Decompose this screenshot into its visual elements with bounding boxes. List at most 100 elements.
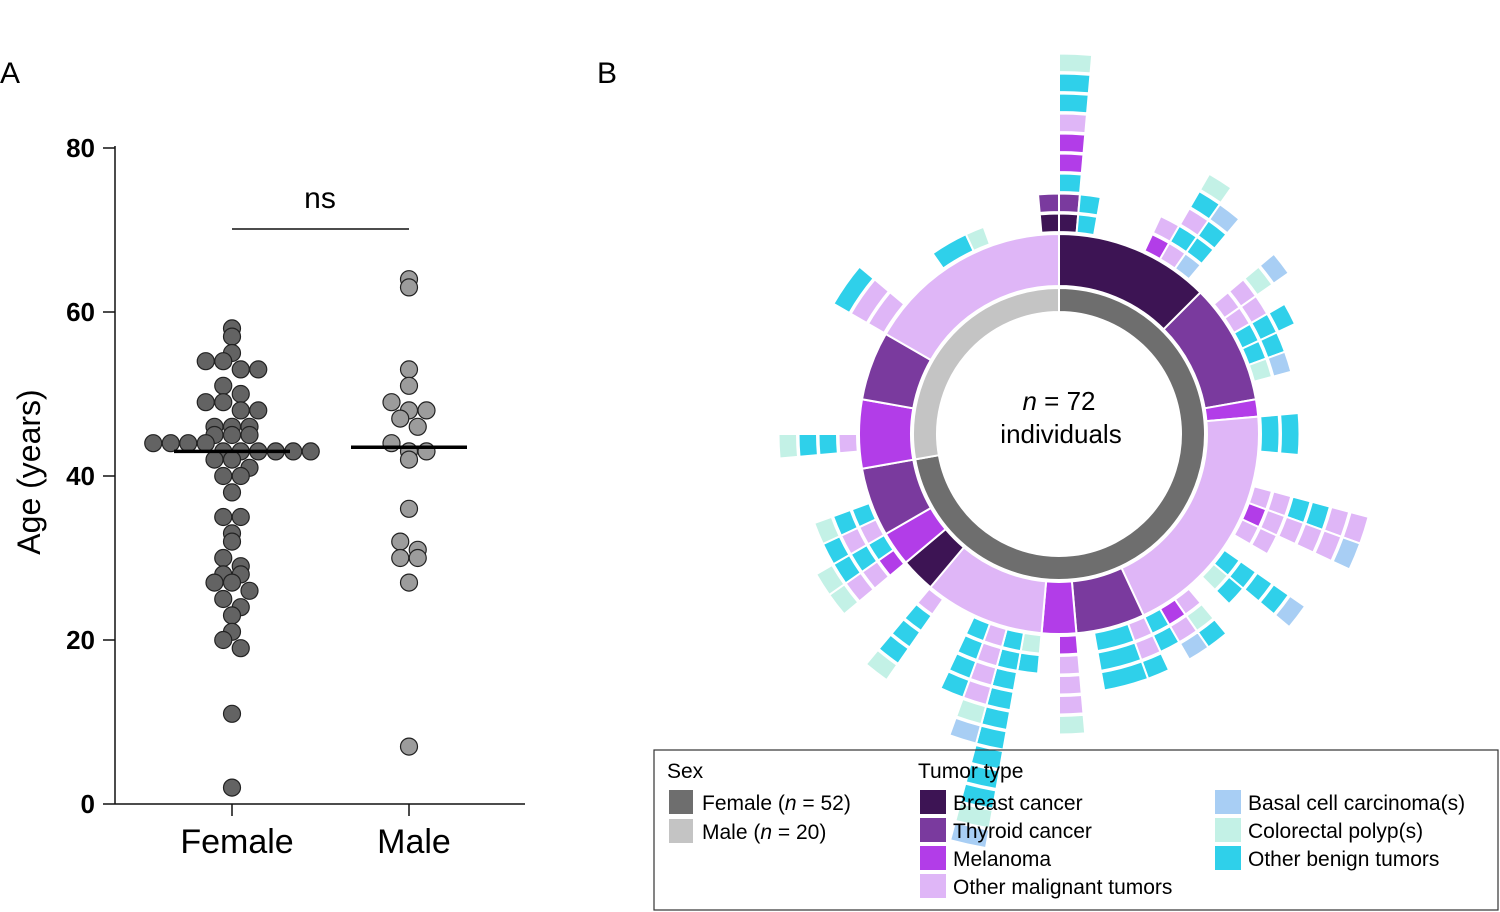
ring-outer-benign bbox=[1259, 413, 1281, 455]
ring-outer-polyp bbox=[1200, 562, 1230, 592]
ring-outer-polyp bbox=[1242, 265, 1274, 297]
ring-outer-melanoma bbox=[1058, 634, 1080, 656]
data-point-female bbox=[205, 573, 224, 592]
ring-outer-basal bbox=[1178, 630, 1210, 661]
ring-outer-melanoma bbox=[1058, 152, 1085, 175]
ring-outer-benign bbox=[1058, 92, 1090, 115]
y-tick-label: 60 bbox=[66, 297, 95, 327]
legend-swatch bbox=[1215, 846, 1241, 870]
ring-outer-basal bbox=[1273, 594, 1307, 629]
ring-outer-thyroid bbox=[1036, 192, 1060, 214]
x-categories: Female Male bbox=[180, 804, 451, 861]
ring-outer-benign bbox=[1075, 213, 1099, 237]
panel-b-letter: B bbox=[597, 57, 617, 90]
ring-outer-polyp bbox=[954, 697, 988, 726]
ring-outer-other_malignant bbox=[915, 587, 945, 617]
ring-outer-polyp bbox=[777, 433, 800, 460]
data-point-male bbox=[408, 548, 427, 568]
data-point-male bbox=[399, 360, 419, 379]
ring-outer-benign bbox=[947, 651, 978, 681]
ring-outer-other_malignant bbox=[1313, 529, 1343, 563]
ring-outer-benign bbox=[1214, 575, 1245, 606]
data-point-male bbox=[399, 737, 419, 756]
x-category-label: Male bbox=[377, 823, 451, 861]
center-n-value: = 72 bbox=[1037, 386, 1096, 416]
ring-outer-breast bbox=[1058, 212, 1080, 234]
data-point-female bbox=[222, 425, 242, 445]
panel-a-letter: A bbox=[0, 57, 20, 90]
legend-tumor-label: Basal cell carcinoma(s) bbox=[1248, 792, 1465, 815]
legend-swatch bbox=[920, 790, 946, 814]
ring-outer-benign bbox=[1096, 641, 1143, 673]
ring-outer-basal bbox=[1331, 536, 1362, 571]
legend-sex-label: Male (n = 20) bbox=[702, 821, 826, 844]
ring-outer-benign bbox=[797, 433, 820, 458]
data-point-female bbox=[222, 606, 242, 625]
legend-tumor-label: Breast cancer bbox=[953, 792, 1083, 815]
legend-sex-items: Female (n = 52) Male (n = 20) bbox=[669, 790, 851, 844]
data-point-female bbox=[196, 393, 215, 412]
data-point-female bbox=[222, 327, 242, 346]
ring-tumor-1-melanoma bbox=[857, 398, 915, 470]
ring-outer-benign bbox=[1196, 219, 1228, 251]
center-subtitle: individuals bbox=[1000, 419, 1121, 449]
legend-tumor-label: Melanoma bbox=[953, 848, 1051, 871]
ring-sex-male bbox=[912, 286, 1060, 461]
x-category-label: Female bbox=[180, 823, 293, 861]
data-point-female bbox=[231, 466, 250, 486]
ring-outer-other_malignant bbox=[1058, 112, 1089, 135]
data-point-female bbox=[231, 401, 250, 420]
ring-outer-benign bbox=[959, 782, 998, 810]
legend-swatch bbox=[920, 818, 946, 842]
ring-outer-benign bbox=[964, 615, 992, 643]
significance-label: ns bbox=[304, 182, 336, 215]
ring-outer-basal bbox=[1266, 350, 1293, 378]
data-point-male bbox=[417, 401, 436, 420]
data-points bbox=[144, 270, 436, 797]
data-point-female bbox=[179, 434, 198, 453]
ring-outer-benign bbox=[1058, 172, 1083, 195]
y-ticks: 0 20 40 60 80 bbox=[66, 133, 115, 819]
data-point-female bbox=[301, 442, 320, 461]
legend-swatch bbox=[1215, 790, 1241, 814]
ring-outer-basal bbox=[1258, 252, 1291, 286]
ring-outer-other_malignant bbox=[1277, 515, 1306, 546]
data-point-female bbox=[222, 573, 242, 592]
ring-outer-thyroid bbox=[1058, 192, 1082, 214]
ring-outer-benign bbox=[850, 501, 878, 529]
legend-tumor-label: Other malignant tumors bbox=[953, 876, 1172, 899]
ring-outer-benign bbox=[1058, 72, 1092, 95]
data-point-female bbox=[214, 548, 233, 568]
ring-outer-polyp bbox=[1058, 52, 1094, 75]
data-point-female bbox=[214, 630, 233, 650]
data-point-female bbox=[222, 704, 242, 723]
ring-outer-benign bbox=[1242, 571, 1274, 603]
median-lines bbox=[174, 445, 467, 454]
legend-tumor-label: Colorectal polyp(s) bbox=[1248, 820, 1423, 843]
ring-outer-benign bbox=[969, 743, 1005, 771]
ring-outer-benign bbox=[1279, 411, 1301, 457]
sunburst-chart bbox=[777, 52, 1370, 850]
ring-outer-benign bbox=[1099, 660, 1150, 692]
data-point-male bbox=[399, 499, 419, 518]
ring-outer-other_malignant bbox=[849, 278, 891, 325]
ring-outer-benign bbox=[817, 433, 839, 457]
ring-outer-benign bbox=[890, 617, 922, 649]
legend-tumor-label: Other benign tumors bbox=[1248, 848, 1439, 871]
data-point-female bbox=[222, 532, 242, 551]
ring-outer-basal bbox=[1207, 202, 1241, 235]
ring-outer-benign bbox=[1258, 582, 1291, 616]
y-axis-title: Age (years) bbox=[11, 389, 47, 554]
ring-tumor-1-melanoma bbox=[1040, 580, 1078, 635]
ring-outer-other_malignant bbox=[1058, 673, 1083, 696]
ring-outer-basal bbox=[1173, 251, 1203, 281]
data-point-male bbox=[399, 573, 419, 592]
data-point-female bbox=[231, 384, 250, 404]
ring-outer-other_malignant bbox=[1232, 518, 1261, 546]
ring-outer-benign bbox=[832, 265, 876, 315]
ring-outer-other_malignant bbox=[866, 290, 906, 335]
ring-outer-polyp bbox=[1247, 357, 1274, 383]
ring-outer-benign bbox=[831, 508, 860, 537]
ring-outer-polyp bbox=[864, 648, 899, 682]
data-point-male bbox=[399, 376, 419, 395]
